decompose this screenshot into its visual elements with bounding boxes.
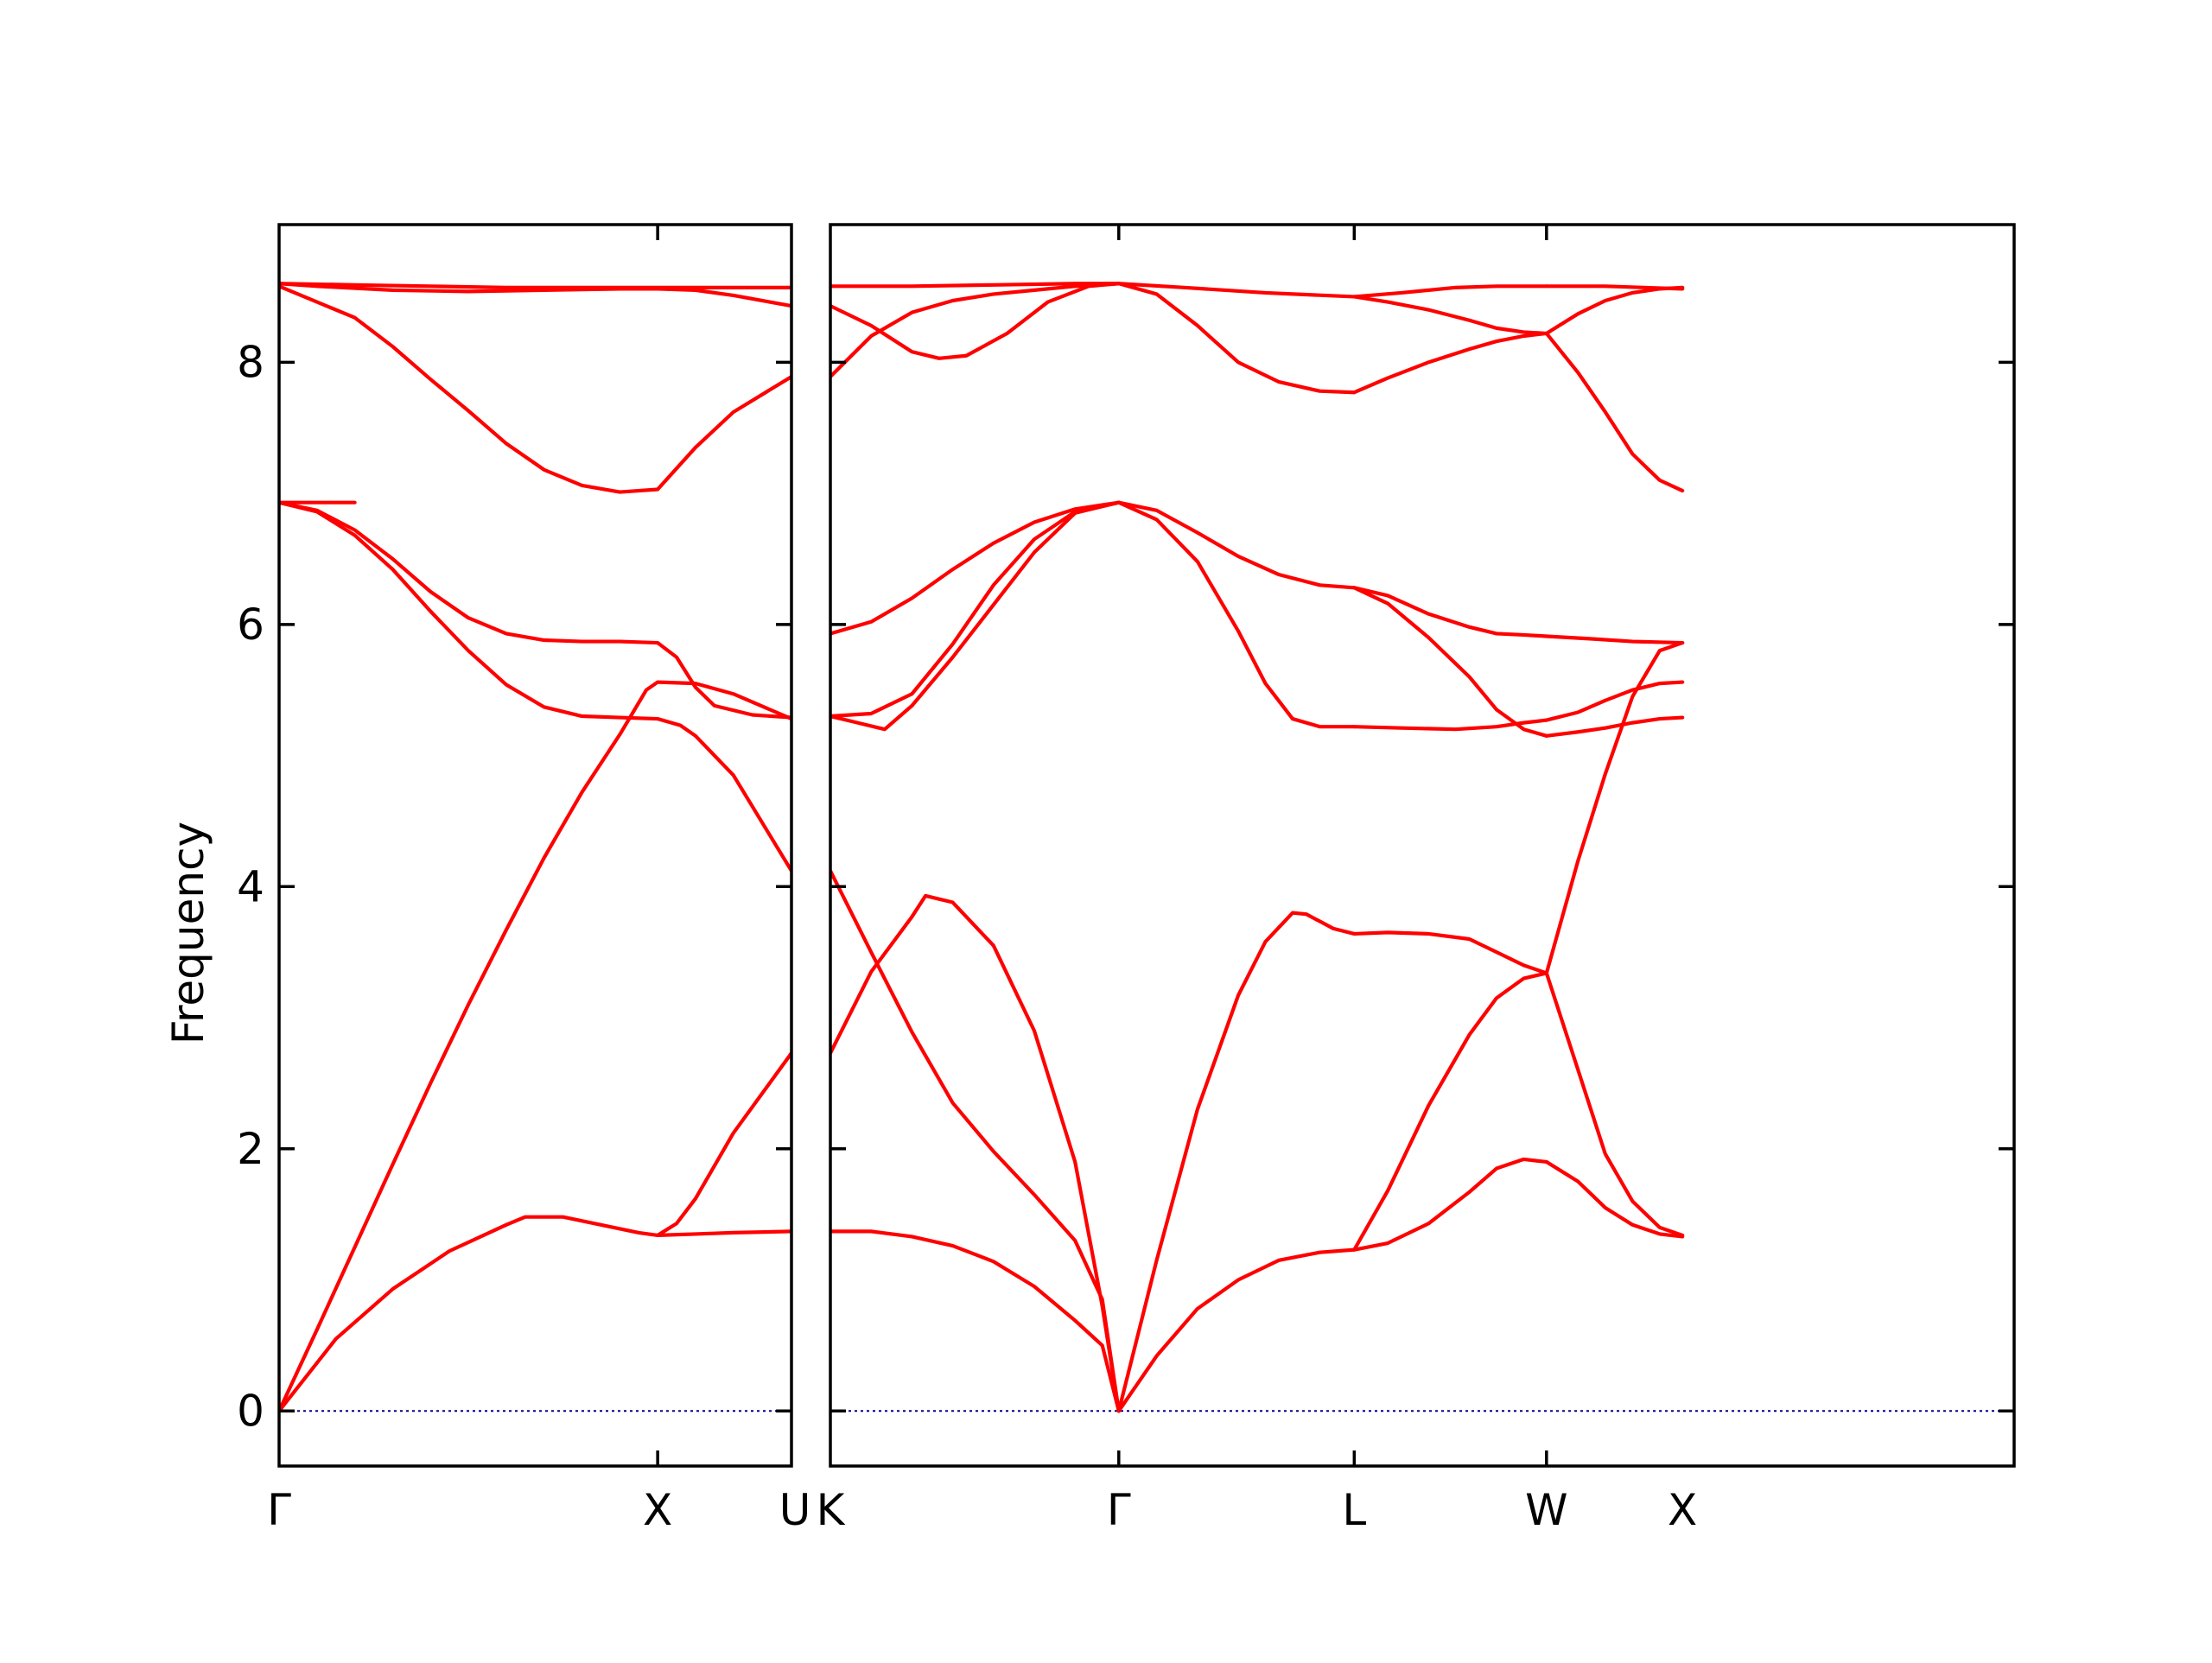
y-tick-label: 6 — [237, 600, 264, 650]
band-line-13 — [1116, 500, 1357, 590]
y-axis-label: Frequency — [163, 822, 213, 1044]
band-line-15 — [1116, 282, 1357, 299]
band-line-1 — [830, 1229, 1121, 1413]
band-line-14 — [1116, 282, 1357, 395]
band-line-4 — [279, 500, 791, 720]
band-line-26 — [1544, 971, 1685, 1238]
band-line-21 — [1352, 718, 1548, 732]
band-line-5 — [830, 500, 1121, 719]
bands-group — [279, 282, 791, 1413]
band-line-12 — [1116, 500, 1357, 729]
band-line-3 — [830, 893, 1121, 1413]
band-line-10 — [1116, 1247, 1357, 1413]
y-tick-label: 0 — [237, 1386, 264, 1436]
band-line-7 — [830, 282, 1121, 379]
band-line-22 — [1352, 331, 1548, 395]
band-line-20 — [1352, 586, 1548, 638]
band-line-23 — [1352, 295, 1548, 336]
band-line-25 — [1544, 1159, 1685, 1239]
band-line-27 — [1544, 640, 1685, 975]
band-line-11 — [1116, 911, 1357, 1413]
x-tick-label: Γ — [267, 1485, 291, 1535]
band-line-6 — [830, 500, 1121, 636]
x-tick-label: W — [1525, 1485, 1567, 1535]
band-line-33 — [1544, 284, 1685, 291]
panel-frame — [277, 223, 793, 1468]
band-line-7 — [279, 282, 791, 308]
band-line-29 — [1544, 680, 1685, 722]
band-line-8 — [830, 282, 1121, 360]
x-tick-label: L — [1342, 1485, 1366, 1535]
band-line-3 — [279, 500, 791, 873]
band-line-2 — [830, 868, 1121, 1413]
band-line-30 — [1544, 634, 1685, 645]
x-tick-label: K — [817, 1485, 846, 1535]
band-line-17 — [1352, 971, 1548, 1252]
band-line-6 — [279, 284, 791, 494]
x-tick-label: Γ — [1107, 1485, 1131, 1535]
y-tick-label: 8 — [237, 337, 264, 387]
x-tick-label: X — [643, 1485, 672, 1535]
y-tick-label: 2 — [237, 1124, 264, 1174]
bands-group — [830, 282, 1685, 1413]
panel-frame — [829, 223, 2016, 1468]
band-line-24 — [1352, 284, 1548, 299]
band-line-9 — [656, 1050, 791, 1238]
band-line-31 — [1544, 331, 1685, 493]
x-tick-label: U — [779, 1485, 811, 1535]
band-line-8 — [279, 282, 791, 289]
band-line-9 — [830, 282, 1121, 289]
band-line-2 — [279, 680, 791, 1413]
band-line-28 — [1544, 715, 1685, 738]
y-tick-label: 4 — [237, 861, 264, 911]
band-line-4 — [830, 500, 1121, 732]
x-tick-label: X — [1668, 1485, 1697, 1535]
band-line-18 — [1352, 930, 1548, 975]
band-line-19 — [1352, 586, 1548, 738]
band-line-1 — [279, 1215, 791, 1413]
band-line-16 — [1352, 1157, 1548, 1252]
band-line-32 — [1544, 285, 1685, 336]
panels: Γ X U K Γ L W X 0 2 4 6 8 — [237, 223, 2016, 1535]
